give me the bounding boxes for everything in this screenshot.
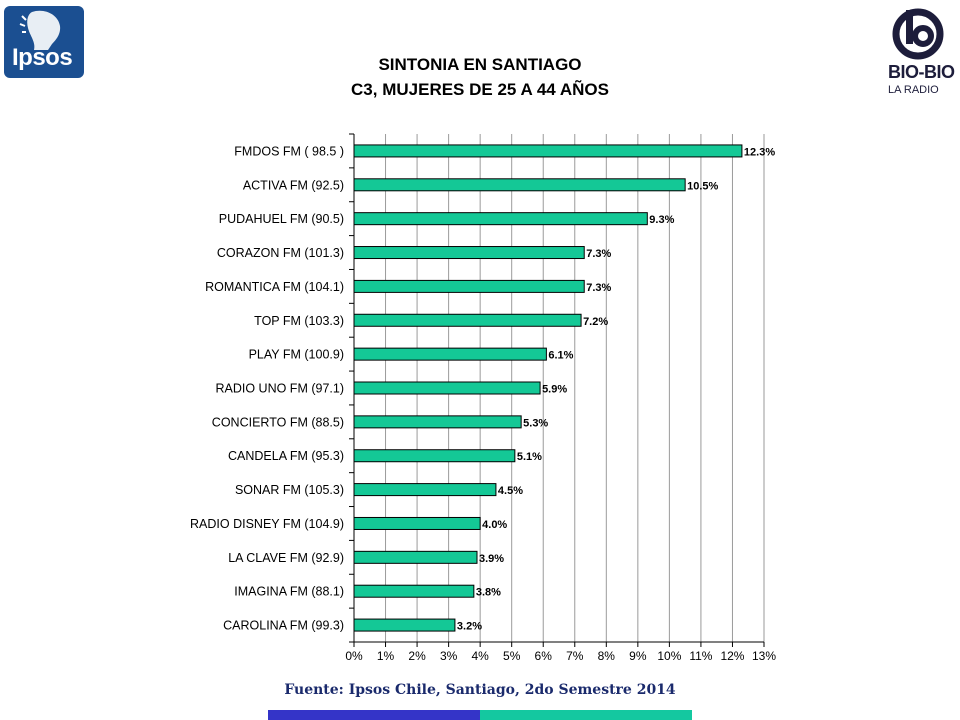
bar (353, 483, 497, 497)
category-label: FMDOS FM ( 98.5 ) (234, 144, 344, 158)
value-label: 4.0% (482, 519, 507, 531)
x-tick-label: 10% (657, 649, 681, 663)
bar (353, 516, 481, 530)
source-note: Fuente: Ipsos Chile, Santiago, 2do Semes… (284, 682, 676, 698)
value-label: 7.3% (586, 282, 611, 294)
value-label: 7.3% (586, 248, 611, 260)
ipsos-logo-text: Ipsos (12, 44, 73, 71)
value-label: 5.9% (542, 384, 567, 396)
chart-title-line1: SINTONIA EN SANTIAGO (378, 55, 582, 74)
value-label: 10.5% (687, 180, 718, 192)
x-tick-label: 4% (471, 649, 489, 663)
x-tick-label: 12% (720, 649, 744, 663)
biobio-logo-text: BIO-BIO (888, 62, 955, 82)
value-label: 12.3% (744, 146, 775, 158)
bar (353, 313, 582, 327)
value-label: 4.5% (498, 485, 523, 497)
x-tick-label: 3% (440, 649, 458, 663)
ipsos-logo: Ipsos (4, 6, 84, 78)
x-tick-label: 6% (535, 649, 553, 663)
value-label: 3.9% (479, 553, 504, 565)
biobio-logo-graphic (892, 8, 944, 60)
ipsos-logo-graphic (19, 10, 61, 50)
bar (353, 415, 522, 429)
bar (353, 212, 648, 226)
bar (353, 449, 516, 463)
x-tick-label: 11% (689, 649, 712, 663)
bar (353, 279, 585, 293)
value-label: 3.2% (457, 621, 482, 633)
biobio-logo: BIO-BIO LA RADIO (878, 6, 958, 102)
category-label: ROMANTICA FM (104.1) (205, 280, 344, 294)
category-label: TOP FM (103.3) (254, 314, 344, 328)
bar (353, 347, 547, 361)
category-label: IMAGINA FM (88.1) (234, 585, 344, 599)
bar (353, 618, 456, 632)
category-label: ACTIVA FM (92.5) (243, 178, 344, 192)
value-label: 5.3% (523, 417, 548, 429)
footer-stripe-green (480, 710, 692, 720)
x-tick-label: 8% (598, 649, 616, 663)
value-label: 6.1% (548, 350, 573, 362)
category-label: LA CLAVE FM (92.9) (228, 551, 344, 565)
value-label: 5.1% (517, 451, 542, 463)
x-tick-label: 1% (377, 649, 395, 663)
bar (353, 246, 585, 260)
chart-title-line2: C3, MUJERES DE 25 A 44 AÑOS (351, 80, 609, 99)
category-label: CANDELA FM (95.3) (228, 449, 344, 463)
x-tick-label: 2% (408, 649, 426, 663)
category-label: SONAR FM (105.3) (235, 483, 344, 497)
bar (353, 381, 541, 395)
category-label: PUDAHUEL FM (90.5) (219, 212, 344, 226)
bar (353, 144, 743, 158)
x-tick-label: 13% (752, 649, 776, 663)
x-tick-label: 5% (503, 649, 521, 663)
x-tick-label: 7% (566, 649, 584, 663)
value-label: 3.8% (476, 587, 501, 599)
category-label: CORAZON FM (101.3) (217, 246, 344, 260)
category-label: CAROLINA FM (99.3) (223, 619, 344, 633)
x-tick-label: 9% (629, 649, 647, 663)
bar (353, 550, 478, 564)
category-label: CONCIERTO FM (88.5) (212, 415, 344, 429)
category-label: PLAY FM (100.9) (249, 348, 344, 362)
category-label: RADIO UNO FM (97.1) (216, 382, 345, 396)
x-tick-label: 0% (345, 649, 363, 663)
biobio-logo-subtext: LA RADIO (888, 84, 939, 96)
bar (353, 584, 475, 598)
bar (353, 178, 686, 192)
value-label: 9.3% (649, 214, 674, 226)
category-label: RADIO DISNEY FM (104.9) (190, 517, 344, 531)
value-label: 7.2% (583, 316, 608, 328)
footer-stripe-blue (268, 710, 480, 720)
